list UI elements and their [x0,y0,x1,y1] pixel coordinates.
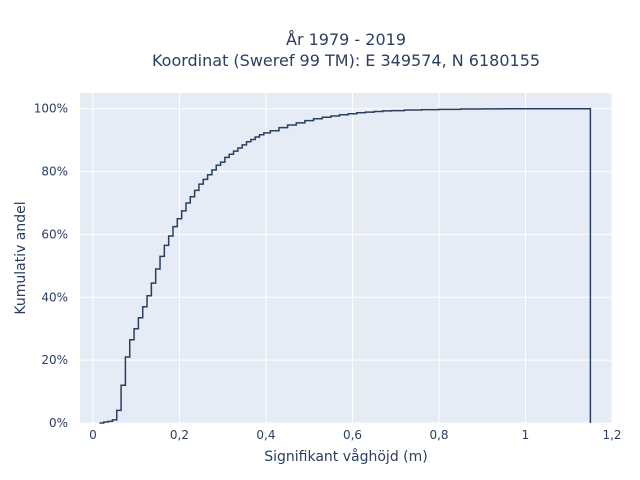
y-tick-label: 20% [41,353,68,367]
grid-lines [80,93,613,424]
x-tick-label: 0,4 [256,428,275,442]
y-tick-label: 80% [41,165,68,179]
x-tick-label: 1 [522,428,530,442]
x-tick-label: 0,2 [170,428,189,442]
x-tick-label: 0,8 [429,428,448,442]
cdf-step-line [99,107,592,424]
y-tick-label: 100% [34,102,68,116]
y-tick-label: 0% [49,416,68,430]
x-tick-labels: 0 0,2 0,4 0,6 0,8 1 1,2 [89,428,621,442]
chart-title-line-2: Koordinat (Sweref 99 TM): E 349574, N 61… [152,51,540,70]
x-tick-label: 1,2 [602,428,621,442]
x-tick-label: 0 [89,428,97,442]
y-tick-label: 40% [41,290,68,304]
x-tick-label: 0,6 [343,428,362,442]
y-tick-label: 60% [41,227,68,241]
chart-title-line-1: År 1979 - 2019 [286,30,406,49]
y-tick-labels: 0% 20% 40% 60% 80% 100% [34,102,68,430]
plot-area [80,93,612,423]
y-axis-label: Kumulativ andel [13,201,29,314]
x-axis-label: Signifikant våghöjd (m) [264,448,427,465]
